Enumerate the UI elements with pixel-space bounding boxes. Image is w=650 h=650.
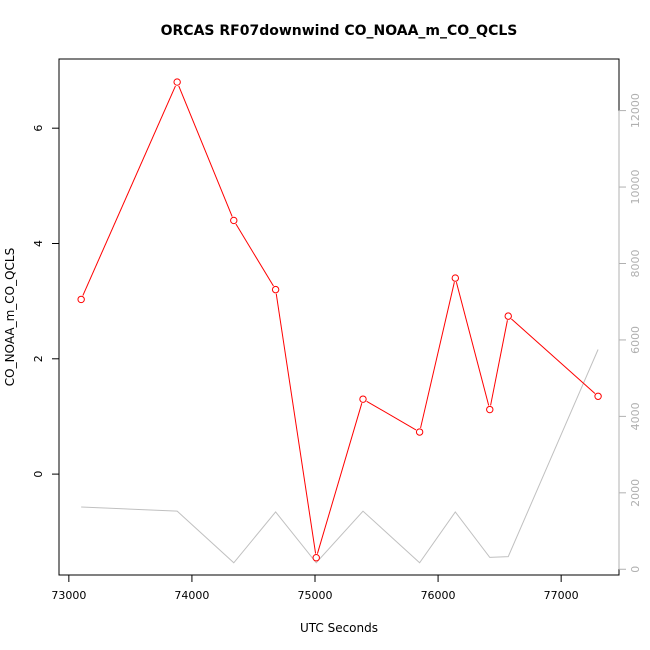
data-point bbox=[594, 392, 602, 400]
y2-tick-label: 12000 bbox=[629, 93, 642, 128]
x-tick-label: 76000 bbox=[421, 589, 456, 602]
x-tick-label: 77000 bbox=[544, 589, 579, 602]
data-point bbox=[77, 295, 85, 304]
data-point bbox=[451, 274, 460, 282]
x-tick-label: 73000 bbox=[51, 589, 86, 602]
y-axis-label: CO_NOAA_m_CO_QCLS bbox=[3, 248, 17, 386]
y2-tick-label: 10000 bbox=[629, 170, 642, 205]
x-tick-label: 74000 bbox=[174, 589, 209, 602]
x-axis-label: UTC Seconds bbox=[300, 621, 378, 635]
series-segment-left bbox=[366, 400, 417, 431]
data-point bbox=[504, 312, 512, 320]
data-point bbox=[230, 216, 238, 225]
series-segment-left bbox=[275, 293, 317, 554]
data-point bbox=[486, 405, 494, 414]
series-segment-left bbox=[316, 403, 363, 554]
x-axis: 73000 74000 75000 76000 77000 bbox=[51, 574, 579, 602]
y2-tick-label: 8000 bbox=[629, 249, 642, 277]
y-tick-label: 6 bbox=[32, 125, 45, 132]
y2-tick-label: 0 bbox=[629, 566, 642, 573]
data-point bbox=[359, 395, 367, 403]
data-point bbox=[173, 78, 181, 86]
plot-frame bbox=[58, 58, 620, 576]
series-line-right bbox=[81, 349, 599, 564]
x-tick-label: 75000 bbox=[298, 589, 333, 602]
y2-tick-label: 2000 bbox=[629, 479, 642, 507]
y-tick-label: 2 bbox=[32, 355, 45, 362]
y-tick-label: 0 bbox=[32, 471, 45, 478]
y2-tick-label: 6000 bbox=[629, 326, 642, 354]
series-segment-left bbox=[420, 282, 455, 429]
y-tick-label: 4 bbox=[32, 240, 45, 247]
data-point bbox=[312, 554, 320, 562]
series-segment-left bbox=[455, 282, 490, 406]
series-segment-left bbox=[235, 223, 274, 287]
series-segment-left bbox=[490, 320, 508, 406]
y2-tick-label: 4000 bbox=[629, 402, 642, 430]
y-axis-right: 0 2000 4000 6000 8000 10000 12000 bbox=[618, 93, 642, 573]
series-segment-left bbox=[511, 318, 596, 394]
series-layer bbox=[77, 78, 602, 564]
y-axis-left: 0 2 4 6 bbox=[32, 125, 60, 478]
data-point bbox=[415, 428, 424, 436]
data-point bbox=[271, 285, 280, 294]
series-segment-left bbox=[178, 85, 233, 217]
chart-title: ORCAS RF07downwind CO_NOAA_m_CO_QCLS bbox=[161, 23, 518, 39]
series-segment-left bbox=[82, 85, 176, 296]
